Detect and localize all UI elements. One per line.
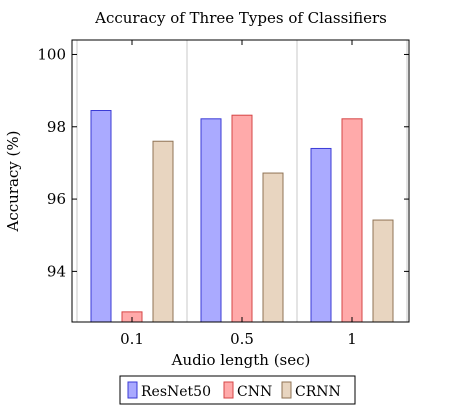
legend-frame: [119, 375, 356, 405]
legend-swatch-resnet50: [127, 381, 138, 399]
bar-resnet50-1: [310, 147, 332, 323]
bar-crnn-0.1: [152, 140, 174, 323]
y-tick-label: 98: [47, 118, 66, 136]
bar-crnn-1: [372, 219, 394, 323]
legend: ResNet50 CNN CRNN: [119, 375, 356, 405]
axis-ticks: 94 96 98 100 0.1 0.5 1: [37, 40, 409, 348]
x-tick-label: 0.5: [230, 330, 254, 348]
chart-title: Accuracy of Three Types of Classifiers: [94, 9, 387, 27]
bar-cnn-0.5: [231, 114, 253, 323]
bars: [90, 110, 394, 323]
y-tick-label: 96: [47, 190, 66, 208]
legend-swatch-crnn: [281, 381, 292, 399]
plot-frame: [71, 39, 410, 323]
bar-resnet50-0.5: [200, 118, 222, 323]
bar-cnn-1: [341, 118, 363, 323]
legend-label-crnn: CRNN: [295, 384, 341, 400]
x-tick-label: 1: [347, 330, 357, 348]
y-tick-label: 100: [37, 45, 66, 63]
grid-lines: [76, 40, 408, 322]
legend-label-resnet50: ResNet50: [141, 384, 211, 400]
y-axis-label: Accuracy (%): [4, 130, 22, 232]
bar-crnn-0.5: [262, 172, 284, 323]
legend-label-cnn: CNN: [237, 384, 272, 400]
legend-items: ResNet50 CNN CRNN: [127, 381, 341, 400]
bar-resnet50-0.1: [90, 110, 112, 323]
legend-swatch-cnn: [223, 381, 234, 399]
x-axis-label: Audio length (sec): [171, 351, 311, 369]
x-tick-label: 0.1: [120, 330, 144, 348]
y-tick-label: 94: [47, 262, 66, 280]
